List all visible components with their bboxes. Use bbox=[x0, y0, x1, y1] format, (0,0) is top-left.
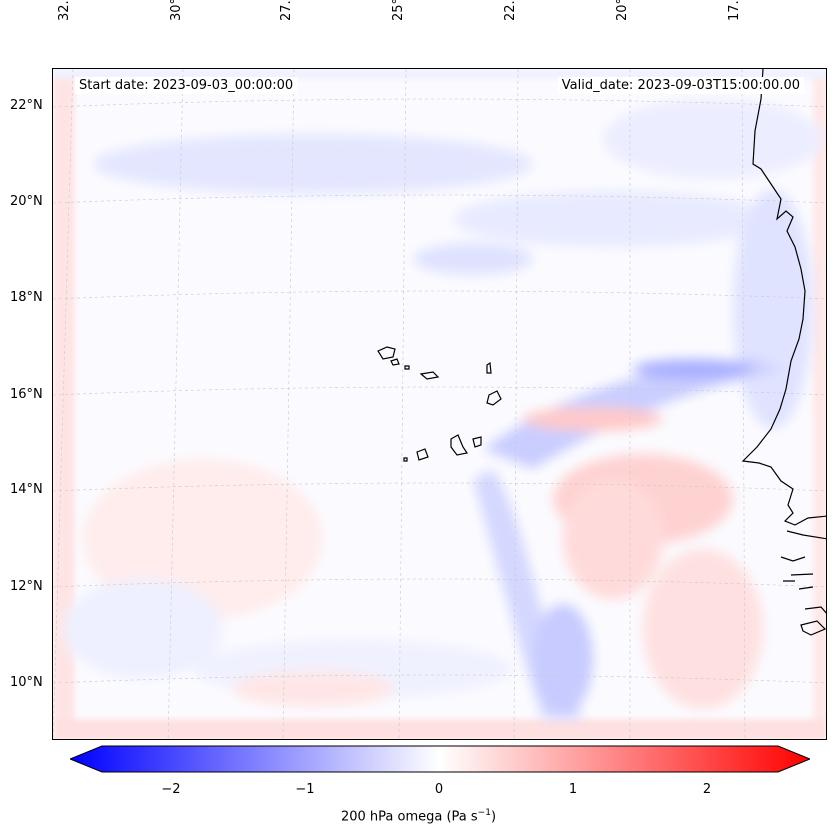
colorbar-title-main: 200 hPa omega (Pa s bbox=[340, 809, 478, 825]
edge-bands bbox=[53, 69, 826, 739]
cb-tick-0: 0 bbox=[434, 782, 444, 797]
lat-label-22n: 22°N bbox=[10, 98, 43, 113]
lat-label-16n: 16°N bbox=[10, 387, 43, 402]
cape-verde-islands bbox=[377, 346, 502, 462]
lat-label-14n: 14°N bbox=[10, 482, 43, 497]
colorbar-title-end: ) bbox=[490, 809, 497, 825]
cb-tick-minus-2: −2 bbox=[161, 782, 181, 797]
lat-label-12n: 12°N bbox=[10, 579, 43, 594]
lon-label-20w: 20°W bbox=[615, 0, 630, 21]
lon-label-25w: 25°W bbox=[391, 0, 406, 21]
cb-tick-2: 2 bbox=[702, 782, 712, 797]
cb-tick-minus-1: −1 bbox=[295, 782, 315, 797]
lat-label-20n: 20°N bbox=[10, 194, 43, 209]
cb-tick-1: 1 bbox=[568, 782, 578, 797]
lon-label-27-5w: 27.5°W bbox=[279, 0, 294, 21]
graticule bbox=[53, 69, 826, 739]
lon-label-17-5w: 17.5°W bbox=[727, 0, 742, 21]
omega-field bbox=[53, 69, 826, 739]
lon-label-22-5w: 22.5°W bbox=[503, 0, 518, 21]
colorbar-title: 200 hPa omega (Pa s−1) bbox=[0, 808, 837, 824]
lon-label-30w: 30°W bbox=[169, 0, 184, 21]
lon-label-32-5w: 32.5°W bbox=[57, 0, 72, 21]
valid-date-label: Valid_date: 2023-09-03T15:00:00.00 bbox=[557, 77, 804, 94]
africa-coastline bbox=[741, 69, 826, 636]
colorbar bbox=[70, 745, 810, 773]
lat-label-10n: 10°N bbox=[10, 675, 43, 690]
colorbar-bar bbox=[70, 745, 810, 773]
start-date-label: Start date: 2023-09-03_00:00:00 bbox=[75, 77, 298, 94]
omega-blobs bbox=[63, 99, 823, 719]
lat-label-18n: 18°N bbox=[10, 290, 43, 305]
map-panel: Start date: 2023-09-03_00:00:00 Valid_da… bbox=[52, 68, 827, 740]
colorbar-title-exponent: −1 bbox=[477, 808, 491, 818]
